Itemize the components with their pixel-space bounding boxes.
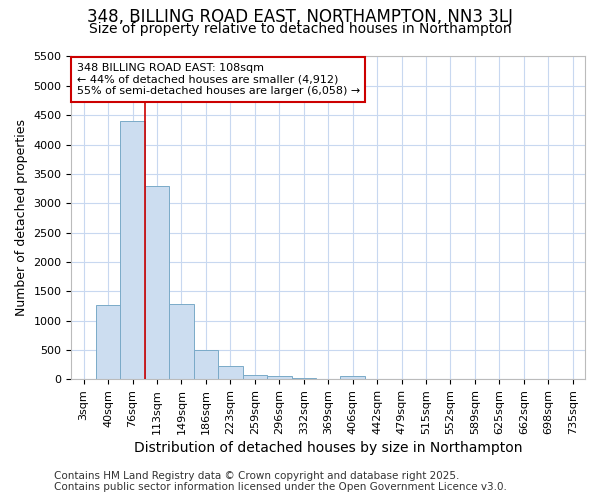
Bar [267, 376, 292, 379]
Text: Size of property relative to detached houses in Northampton: Size of property relative to detached ho… [89, 22, 511, 36]
Text: Contains HM Land Registry data © Crown copyright and database right 2025.
Contai: Contains HM Land Registry data © Crown c… [54, 471, 507, 492]
Bar [194, 350, 218, 379]
Bar [340, 376, 365, 379]
Bar [145, 186, 169, 379]
Bar [292, 378, 316, 379]
Bar [218, 366, 242, 379]
Bar [242, 374, 267, 379]
Y-axis label: Number of detached properties: Number of detached properties [15, 120, 28, 316]
Bar [96, 304, 121, 379]
X-axis label: Distribution of detached houses by size in Northampton: Distribution of detached houses by size … [134, 441, 523, 455]
Text: 348, BILLING ROAD EAST, NORTHAMPTON, NN3 3LJ: 348, BILLING ROAD EAST, NORTHAMPTON, NN3… [87, 8, 513, 26]
Bar [169, 304, 194, 379]
Bar [121, 121, 145, 379]
Text: 348 BILLING ROAD EAST: 108sqm
← 44% of detached houses are smaller (4,912)
55% o: 348 BILLING ROAD EAST: 108sqm ← 44% of d… [77, 63, 360, 96]
